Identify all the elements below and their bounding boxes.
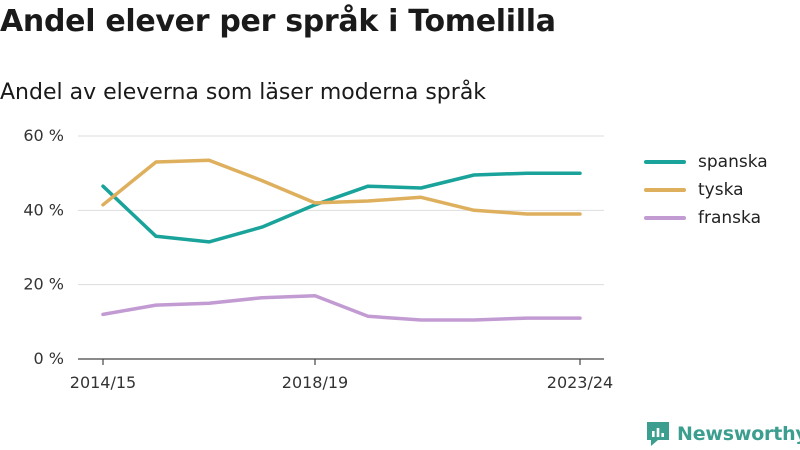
legend-label: spanska bbox=[698, 152, 768, 172]
chart-title: Andel elever per språk i Tomelilla bbox=[0, 4, 556, 39]
x-tick-label: 2018/19 bbox=[282, 373, 348, 392]
x-tick-label: 2014/15 bbox=[70, 373, 136, 392]
newsworthy-logo-icon bbox=[647, 422, 669, 446]
y-tick-label: 20 % bbox=[23, 275, 64, 294]
y-tick-label: 0 % bbox=[34, 349, 64, 368]
legend-item-spanska: spanska bbox=[644, 148, 768, 176]
series-line-spanska bbox=[101, 171, 582, 244]
brand-label: Newsworthy bbox=[677, 423, 800, 445]
legend-swatch bbox=[644, 188, 686, 192]
legend-swatch bbox=[644, 160, 686, 164]
chart-subtitle: Andel av eleverna som läser moderna språ… bbox=[0, 80, 487, 105]
series-line-franska bbox=[101, 294, 582, 322]
legend-item-tyska: tyska bbox=[644, 176, 768, 204]
legend-item-franska: franska bbox=[644, 204, 768, 232]
y-tick-label: 60 % bbox=[23, 126, 64, 145]
newsworthy-brand: Newsworthy bbox=[645, 420, 800, 448]
series-line-tyska bbox=[101, 158, 582, 216]
y-tick-label: 40 % bbox=[23, 200, 64, 219]
x-tick-label: 2023/24 bbox=[547, 373, 613, 392]
chart-legend: spanska tyska franska bbox=[644, 148, 768, 232]
legend-swatch bbox=[644, 216, 686, 220]
legend-label: tyska bbox=[698, 180, 744, 200]
legend-label: franska bbox=[698, 208, 761, 228]
